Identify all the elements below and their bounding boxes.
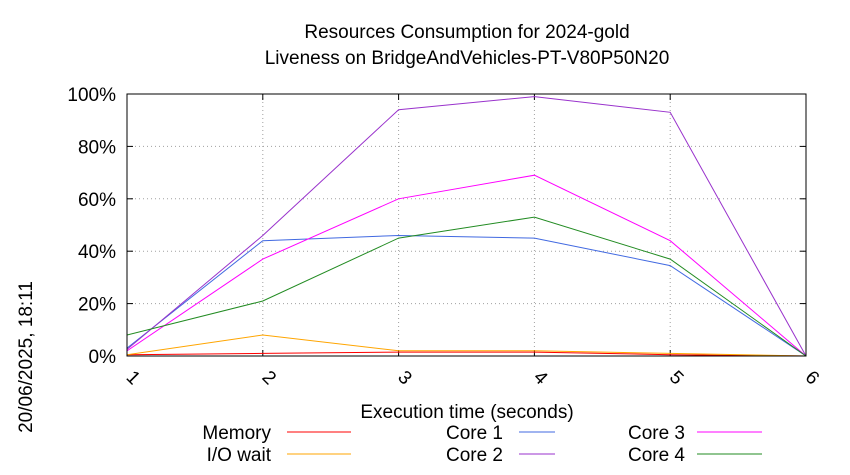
series-line-memory	[126, 351, 807, 357]
series-line-core-4	[126, 216, 807, 357]
y-axis-ticks: 0% 20% 40% 60% 80% 100%	[67, 85, 806, 368]
legend-label: Core 4	[628, 445, 685, 466]
legend-label: Memory	[202, 423, 271, 444]
legend-item: Core 3	[628, 423, 762, 444]
legend-label: Core 2	[446, 445, 503, 466]
chart-title: Resources Consumption for 2024-gold	[304, 22, 629, 43]
y-tick-label: 20%	[78, 295, 116, 316]
legend-item: Core 2	[446, 445, 555, 466]
legend-item: Core 4	[628, 445, 762, 466]
x-tick-label: 1	[122, 367, 144, 389]
series-line-i-o-wait	[126, 334, 807, 357]
series-lines	[126, 96, 807, 357]
legend-item: I/O wait	[207, 445, 351, 466]
x-tick-label: 2	[258, 367, 280, 389]
legend-label: Core 3	[628, 423, 685, 444]
legend-label: I/O wait	[207, 445, 272, 466]
x-axis-ticks: 1 2 3 4 5 6	[122, 94, 823, 390]
y-tick-label: 80%	[78, 137, 116, 158]
legend-item: Memory	[202, 423, 351, 444]
y-tick-label: 60%	[78, 190, 116, 211]
y-tick-label: 0%	[89, 347, 117, 368]
x-tick-label: 5	[665, 367, 687, 389]
series-line-core-3	[126, 174, 807, 357]
chart-subtitle: Liveness on BridgeAndVehicles-PT-V80P50N…	[265, 48, 670, 69]
x-tick-label: 4	[529, 367, 552, 390]
x-tick-label: 6	[801, 367, 823, 389]
timestamp: 20/06/2025, 18:11	[16, 281, 37, 433]
plot-frame	[126, 93, 807, 357]
y-tick-label: 100%	[67, 85, 116, 106]
y-tick-label: 40%	[78, 242, 116, 263]
legend-label: Core 1	[446, 423, 503, 444]
legend-item: Core 1	[446, 423, 555, 444]
x-axis-label: Execution time (seconds)	[360, 402, 573, 423]
series-line-core-1	[126, 234, 807, 357]
series-line-core-2	[126, 96, 807, 357]
grid-lines	[127, 94, 806, 356]
x-tick-label: 3	[393, 367, 415, 389]
